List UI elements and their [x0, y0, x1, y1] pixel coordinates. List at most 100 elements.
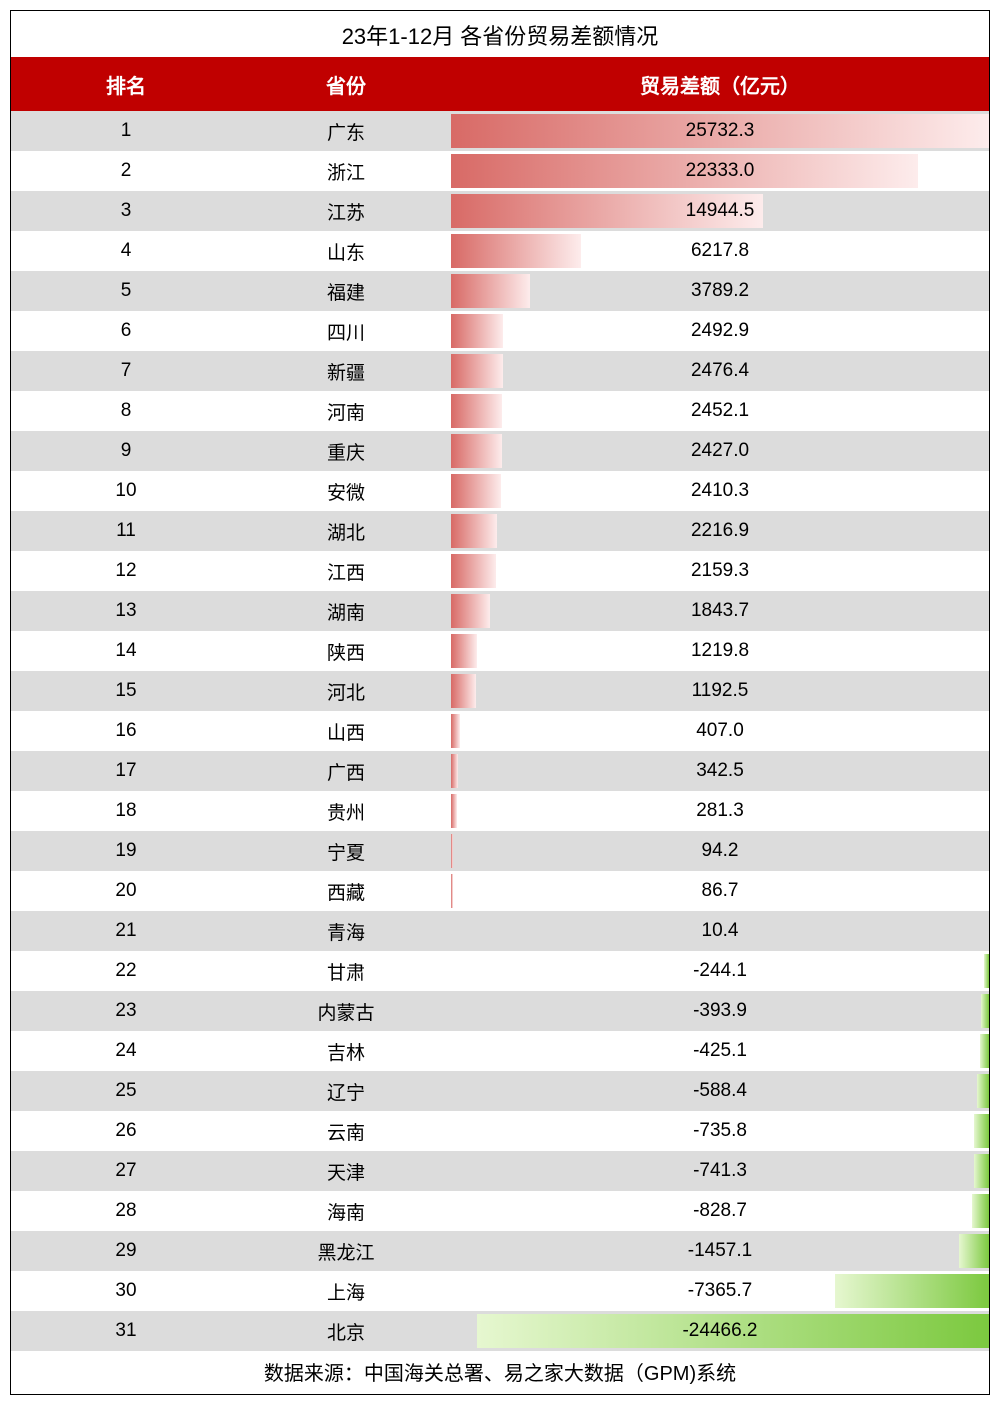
value-text: 2492.9 — [691, 320, 749, 342]
value-text: -1457.1 — [688, 1240, 752, 1262]
table-row: 13湖南1843.7 — [11, 591, 989, 631]
cell-value: -588.4 — [451, 1071, 989, 1111]
cell-value: -393.9 — [451, 991, 989, 1031]
cell-province: 重庆 — [241, 438, 451, 465]
cell-province: 上海 — [241, 1278, 451, 1305]
cell-value: 2452.1 — [451, 391, 989, 431]
value-text: 281.3 — [696, 800, 744, 822]
table-row: 20西藏 86.7 — [11, 871, 989, 911]
cell-province: 浙江 — [241, 158, 451, 185]
cell-value: -828.7 — [451, 1191, 989, 1231]
cell-value: 281.3 — [451, 791, 989, 831]
bar-positive — [451, 794, 457, 828]
cell-province: 云南 — [241, 1118, 451, 1145]
bar-positive — [451, 434, 502, 468]
cell-province: 甘肃 — [241, 958, 451, 985]
table-row: 19宁夏94.2 — [11, 831, 989, 871]
cell-value: 3789.2 — [451, 271, 989, 311]
table-body: 1广东25732.32浙江22333.03江苏14944.54山东6217.85… — [11, 111, 989, 1351]
cell-province: 西藏 — [241, 878, 451, 905]
table-row: 1广东25732.3 — [11, 111, 989, 151]
cell-value: -244.1 — [451, 951, 989, 991]
table-row: 11湖北 2216.9 — [11, 511, 989, 551]
cell-province: 安微 — [241, 478, 451, 505]
bar-positive — [451, 874, 453, 908]
cell-value: 10.4 — [451, 911, 989, 951]
table-row: 3江苏14944.5 — [11, 191, 989, 231]
value-text: -588.4 — [693, 1080, 747, 1102]
cell-rank: 25 — [11, 1080, 241, 1102]
cell-province: 内蒙古 — [241, 998, 451, 1025]
cell-value: -24466.2 — [451, 1311, 989, 1351]
bar-positive — [451, 474, 501, 508]
bar-positive — [451, 674, 476, 708]
value-text: 1843.7 — [691, 600, 749, 622]
table-row: 25辽宁-588.4 — [11, 1071, 989, 1111]
cell-rank: 4 — [11, 240, 241, 262]
value-text: 14944.5 — [686, 200, 755, 222]
cell-province: 湖北 — [241, 518, 451, 545]
header-rank: 排名 — [11, 70, 241, 99]
bar-positive — [451, 154, 918, 188]
cell-province: 河北 — [241, 678, 451, 705]
cell-province: 福建 — [241, 278, 451, 305]
value-text: 2427.0 — [691, 440, 749, 462]
cell-rank: 10 — [11, 480, 241, 502]
bar-negative — [972, 1194, 989, 1228]
table-row: 24吉林-425.1 — [11, 1031, 989, 1071]
table-row: 10安微2410.3 — [11, 471, 989, 511]
cell-province: 陕西 — [241, 638, 451, 665]
cell-rank: 14 — [11, 640, 241, 662]
cell-value: 1219.8 — [451, 631, 989, 671]
value-text: 2476.4 — [691, 360, 749, 382]
bar-positive — [451, 394, 502, 428]
cell-rank: 22 — [11, 960, 241, 982]
table-row: 21青海10.4 — [11, 911, 989, 951]
table-row: 8河南2452.1 — [11, 391, 989, 431]
cell-province: 北京 — [241, 1318, 451, 1345]
value-text: 25732.3 — [686, 120, 755, 142]
cell-rank: 5 — [11, 280, 241, 302]
cell-value: 342.5 — [451, 751, 989, 791]
bar-negative — [984, 954, 989, 988]
cell-rank: 28 — [11, 1200, 241, 1222]
cell-rank: 8 — [11, 400, 241, 422]
cell-value: 14944.5 — [451, 191, 989, 231]
cell-value: 22333.0 — [451, 151, 989, 191]
cell-rank: 24 — [11, 1040, 241, 1062]
bar-positive — [451, 754, 458, 788]
table-row: 15河北1192.5 — [11, 671, 989, 711]
cell-province: 宁夏 — [241, 838, 451, 865]
cell-value: 6217.8 — [451, 231, 989, 271]
cell-value: -1457.1 — [451, 1231, 989, 1271]
bar-positive — [451, 514, 497, 548]
value-text: -244.1 — [693, 960, 747, 982]
bar-positive — [451, 274, 530, 308]
bar-positive — [451, 234, 581, 268]
cell-value: 2476.4 — [451, 351, 989, 391]
cell-rank: 20 — [11, 880, 241, 902]
table-row: 9重庆2427.0 — [11, 431, 989, 471]
table-row: 17广西342.5 — [11, 751, 989, 791]
cell-value: 2427.0 — [451, 431, 989, 471]
cell-province: 山西 — [241, 718, 451, 745]
cell-province: 吉林 — [241, 1038, 451, 1065]
cell-rank: 11 — [11, 520, 241, 542]
cell-value: 1843.7 — [451, 591, 989, 631]
header-value: 贸易差额（亿元） — [451, 70, 989, 99]
value-text: 86.7 — [702, 880, 739, 902]
cell-rank: 15 — [11, 680, 241, 702]
cell-value: 407.0 — [451, 711, 989, 751]
chart-title: 23年1-12月 各省份贸易差额情况 — [11, 11, 989, 57]
value-text: 2216.9 — [691, 520, 749, 542]
bar-negative — [974, 1114, 989, 1148]
cell-rank: 31 — [11, 1320, 241, 1342]
table-row: 6四川2492.9 — [11, 311, 989, 351]
cell-rank: 18 — [11, 800, 241, 822]
cell-province: 江西 — [241, 558, 451, 585]
table-row: 31北京-24466.2 — [11, 1311, 989, 1351]
cell-value: 94.2 — [451, 831, 989, 871]
table-row: 14陕西1219.8 — [11, 631, 989, 671]
cell-rank: 30 — [11, 1280, 241, 1302]
table-row: 26云南-735.8 — [11, 1111, 989, 1151]
